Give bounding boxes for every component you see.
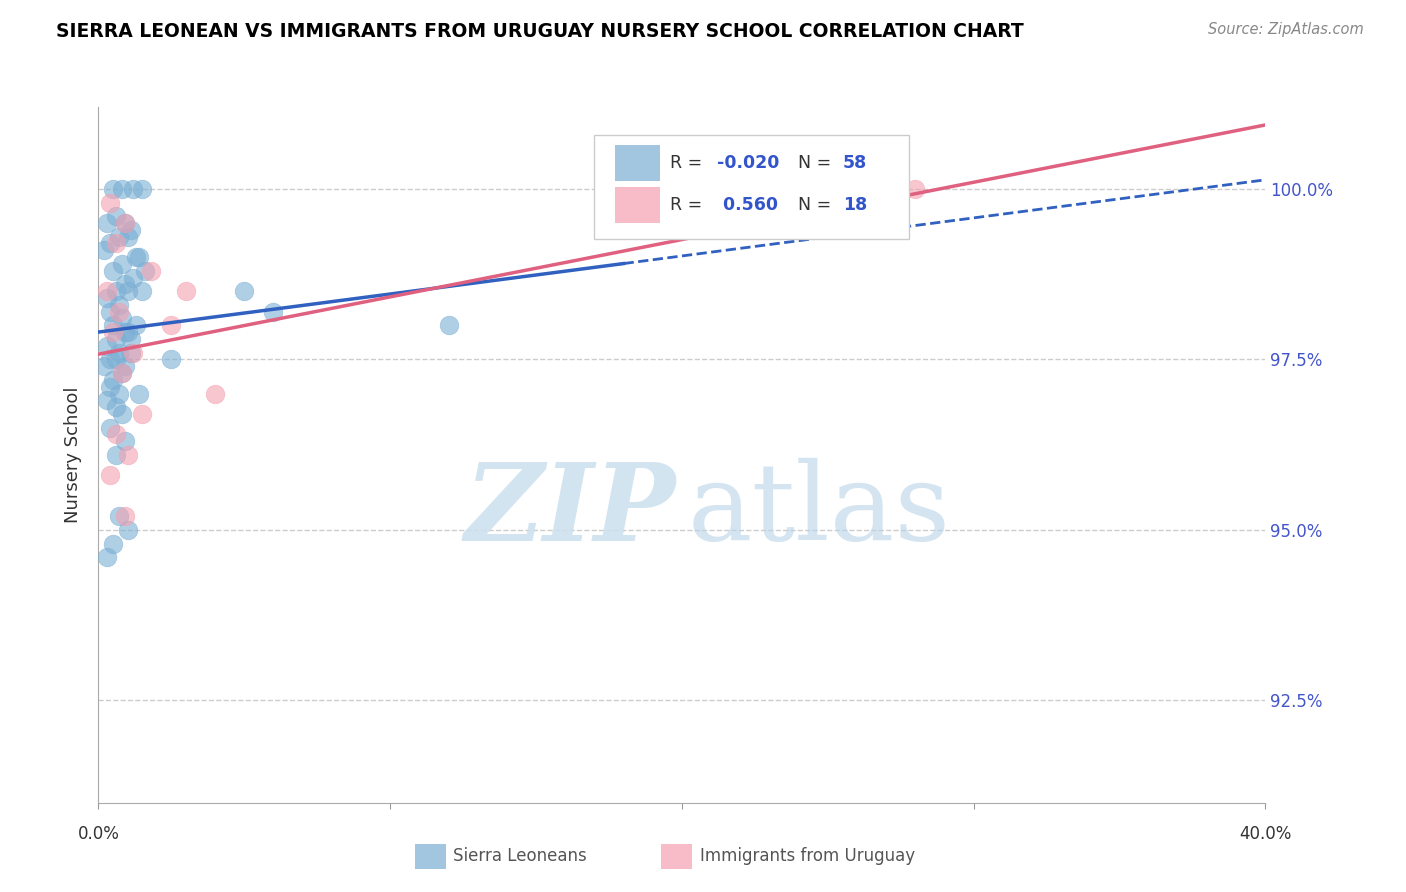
Point [122,270,145,285]
Point [108,304,131,318]
Text: atlas: atlas [688,458,950,563]
Point [104,284,127,298]
Point [117,448,139,462]
Point [111,407,134,421]
Point [93,244,115,258]
Point [120,332,142,346]
Point [96,284,118,298]
Text: SIERRA LEONEAN VS IMMIGRANTS FROM URUGUAY NURSERY SCHOOL CORRELATION CHART: SIERRA LEONEAN VS IMMIGRANTS FROM URUGUA… [56,22,1024,41]
Point [122,345,145,359]
Point [131,407,153,421]
Point [108,386,131,401]
Point [111,366,134,380]
FancyBboxPatch shape [616,145,659,181]
Text: 0.560: 0.560 [717,196,778,214]
Y-axis label: Nursery School: Nursery School [65,386,83,524]
Point [104,332,127,346]
FancyBboxPatch shape [595,135,910,239]
Point [96,339,118,353]
FancyBboxPatch shape [616,187,659,223]
Point [93,359,115,374]
Point [128,386,150,401]
Text: N =: N = [787,153,837,171]
Point [101,373,124,387]
Point [114,325,136,339]
Point [131,182,153,196]
Point [125,318,148,333]
Point [111,366,134,380]
Point [104,400,127,414]
Text: 40.0%: 40.0% [1239,825,1292,843]
Text: R =: R = [671,153,709,171]
Point [98,420,121,434]
Text: N =: N = [787,196,837,214]
Point [117,325,139,339]
Point [96,550,118,565]
Point [114,359,136,374]
Point [128,250,150,264]
Point [114,509,136,524]
Point [98,468,121,483]
Point [101,325,124,339]
Point [125,250,148,264]
Text: 0.0%: 0.0% [77,825,120,843]
Point [262,304,284,318]
Point [96,216,118,230]
Point [104,236,127,251]
Point [117,523,139,537]
Point [437,318,460,333]
Point [233,284,256,298]
Text: Immigrants from Uruguay: Immigrants from Uruguay [700,847,915,865]
Point [96,291,118,305]
Text: Source: ZipAtlas.com: Source: ZipAtlas.com [1208,22,1364,37]
Text: -0.020: -0.020 [717,153,779,171]
Point [117,229,139,244]
Point [120,223,142,237]
Point [98,236,121,251]
Point [120,345,142,359]
Point [108,298,131,312]
Point [114,277,136,292]
Point [96,393,118,408]
Point [108,509,131,524]
Point [131,284,153,298]
Point [174,284,197,298]
Point [134,264,156,278]
Point [111,311,134,326]
Text: R =: R = [671,196,709,214]
Point [104,209,127,223]
Point [104,427,127,442]
Point [204,386,226,401]
Text: Sierra Leoneans: Sierra Leoneans [453,847,586,865]
Point [114,216,136,230]
Point [101,318,124,333]
Point [108,345,131,359]
Point [98,195,121,210]
Text: ZIP: ZIP [465,458,676,564]
Point [101,536,124,550]
Point [139,264,162,278]
Text: 58: 58 [844,153,868,171]
Point [108,229,131,244]
Point [98,352,121,367]
Point [114,434,136,449]
Point [122,182,145,196]
Point [904,182,927,196]
Text: 18: 18 [844,196,868,214]
Point [98,380,121,394]
Point [114,216,136,230]
Point [104,448,127,462]
Point [101,182,124,196]
Point [104,352,127,367]
Point [160,318,183,333]
Point [160,352,183,367]
Point [111,182,134,196]
Point [111,257,134,271]
Point [98,304,121,318]
Point [101,264,124,278]
Point [117,284,139,298]
